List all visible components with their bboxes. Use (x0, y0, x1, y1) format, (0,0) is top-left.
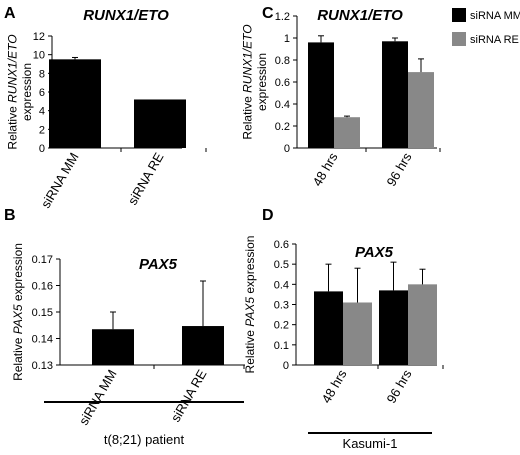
y-tick-label: 0.14 (32, 334, 53, 346)
legend-swatch (452, 32, 466, 46)
y-tick-label: 0.4 (275, 99, 290, 111)
y-tick-label: 2 (39, 124, 45, 136)
legend: siRNA MM siRNA RE (452, 8, 520, 46)
y-axis-label: Relative PAX5 expression (243, 236, 257, 374)
panel-letter: A (4, 5, 16, 22)
x-category-label: siRNA MM (38, 150, 82, 211)
bar-sirna-mm (314, 291, 343, 365)
panel-letter: C (262, 5, 274, 22)
y-tick-label: 0.3 (274, 300, 289, 312)
chart-title: PAX5 (139, 256, 178, 273)
chart-title: RUNX1/ETO (317, 7, 403, 24)
legend-label: siRNA MM (470, 10, 520, 22)
x-category-label: 96 hrs (384, 367, 415, 406)
bar (182, 326, 224, 365)
y-tick-label: 0.5 (274, 259, 289, 271)
y-tick-label: 0.8 (275, 55, 290, 67)
legend-swatch (452, 8, 466, 22)
panel-c: C RUNX1/ETO 0 0.2 0.4 0.6 0.8 1 1.2 Relative RUNX… (240, 5, 520, 189)
panel-letter: D (262, 207, 274, 224)
y-tick-label: 1 (284, 33, 290, 45)
y-tick-label: 0.13 (32, 360, 53, 372)
x-category-label: 48 hrs (319, 367, 350, 406)
y-tick-label: 0.15 (32, 307, 53, 319)
chart-title: RUNX1/ETO (83, 7, 169, 24)
y-tick-label: 0.4 (274, 279, 289, 291)
bar-sirna-re (408, 284, 437, 365)
y-tick-label: 0.6 (274, 239, 289, 251)
y-axis-label: Relative RUNX1/ETOexpression (240, 24, 268, 139)
bar (134, 99, 186, 148)
bar (92, 329, 134, 365)
panel-b: B PAX5 0.13 0.14 0.15 0.16 0.17 Relative PAX5 e… (4, 207, 245, 447)
bar-sirna-re (334, 117, 360, 148)
bar-sirna-re (408, 72, 434, 148)
bar-sirna-mm (379, 290, 408, 365)
legend-label: siRNA RE (470, 34, 519, 46)
x-category-label: siRNA RE (168, 367, 210, 425)
y-tick-label: 0.1 (274, 340, 289, 352)
x-category-label: 48 hrs (310, 150, 341, 189)
bar (49, 59, 101, 149)
y-tick-label: 0 (39, 143, 45, 155)
bar-sirna-mm (308, 42, 334, 148)
panel-d: D PAX5 0 0.1 0.2 0.3 0.4 0.5 0.6 Relative PAX5 ex… (243, 207, 444, 451)
x-category-label: siRNA MM (76, 367, 120, 428)
x-category-label: 96 hrs (384, 150, 415, 189)
y-tick-label: 0.17 (32, 254, 53, 266)
y-tick-label: 0 (284, 143, 290, 155)
bar-sirna-mm (382, 41, 408, 148)
y-tick-label: 0 (283, 360, 289, 372)
y-tick-label: 8 (39, 68, 45, 80)
group-label: t(8;21) patient (104, 432, 185, 447)
y-tick-label: 4 (39, 106, 45, 118)
panel-letter: B (4, 207, 16, 224)
y-tick-label: 0.6 (275, 77, 290, 89)
y-axis-label: Relative RUNX1/ETOexpression (5, 34, 33, 149)
y-axis-label: Relative PAX5 expression (11, 243, 25, 381)
y-tick-label: 0.2 (275, 121, 290, 133)
y-tick-label: 0.16 (32, 281, 53, 293)
y-tick-label: 6 (39, 87, 45, 99)
group-label: Kasumi-1 (343, 436, 398, 451)
y-tick-label: 0.2 (274, 320, 289, 332)
y-tick-label: 1.2 (275, 11, 290, 23)
y-tick-label: 12 (33, 31, 45, 43)
bar-sirna-re (343, 302, 372, 365)
y-tick-label: 10 (33, 50, 45, 62)
x-category-label: siRNA RE (125, 150, 167, 208)
chart-title: PAX5 (355, 244, 394, 261)
